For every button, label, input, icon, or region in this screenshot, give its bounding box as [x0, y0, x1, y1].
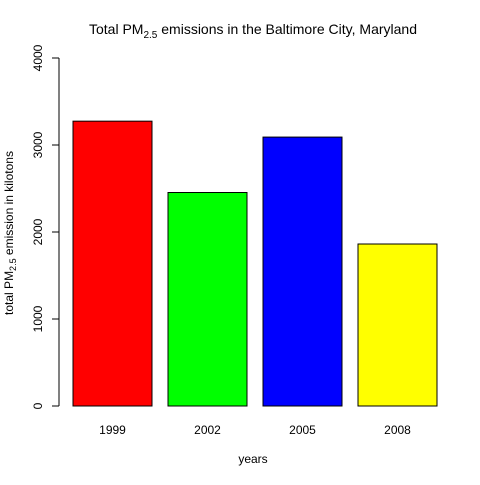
chart-title-suffix: emissions in the Baltimore City, Marylan…: [157, 21, 417, 37]
y-tick-label: 2000: [31, 218, 45, 245]
y-axis-ticks: 0 1000 2000 3000 4000: [31, 44, 59, 409]
y-tick-label: 1000: [31, 305, 45, 332]
x-tick-label: 2005: [289, 423, 316, 437]
chart-title: Total PM2.5 emissions in the Baltimore C…: [89, 21, 417, 41]
y-axis-label-prefix: total PM: [2, 271, 16, 315]
chart-title-prefix: Total PM: [89, 21, 143, 37]
chart-title-subscript: 2.5: [143, 30, 157, 41]
y-tick-label: 0: [31, 402, 45, 409]
bar-2008: [357, 243, 438, 407]
bar-1999: [72, 120, 153, 407]
bar-2005: [262, 136, 343, 407]
x-axis-label: years: [238, 452, 267, 466]
x-tick-label: 2008: [384, 423, 411, 437]
y-axis-label-subscript: 2.5: [8, 258, 18, 271]
y-tick-label: 3000: [31, 131, 45, 158]
x-tick-label: 1999: [99, 423, 126, 437]
y-tick-label: 4000: [31, 44, 45, 71]
x-tick-label: 2002: [194, 423, 221, 437]
y-axis-label: total PM2.5 emission in kilotons: [2, 151, 18, 315]
bars-group: [72, 120, 438, 407]
y-axis-label-suffix: emission in kilotons: [2, 151, 16, 258]
bar-2002: [167, 192, 248, 407]
x-axis-tick-labels: 1999 2002 2005 2008: [99, 423, 411, 437]
